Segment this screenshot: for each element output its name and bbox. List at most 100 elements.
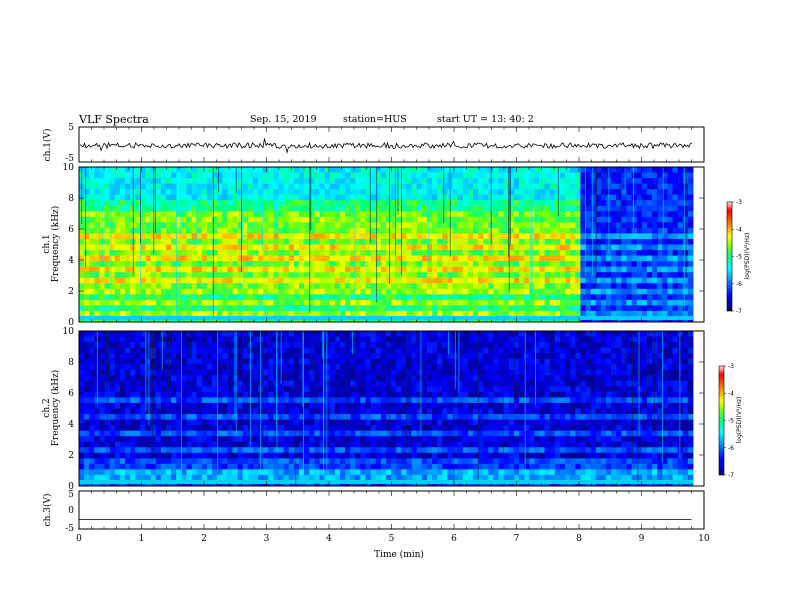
spectrogram-cell — [462, 299, 469, 306]
spectrogram-cell — [641, 178, 648, 185]
spectrogram-cell — [483, 272, 489, 279]
spectrogram-cell — [519, 172, 525, 179]
spectrogram-cell — [585, 183, 592, 190]
spectrogram-cell — [350, 183, 356, 190]
spectrogram-cell — [278, 277, 285, 284]
spectrogram-cell — [304, 194, 310, 201]
spectrogram-cell — [176, 447, 182, 454]
spectrogram-cell — [334, 375, 341, 382]
spectrogram-cell — [191, 336, 198, 343]
spectrogram-cell — [549, 250, 556, 256]
spectrogram-cell — [549, 211, 556, 218]
spectrogram-cell — [181, 441, 187, 448]
spectrogram-cell — [135, 305, 141, 312]
spectrogram-cell — [631, 211, 638, 218]
spectrogram-cell — [687, 211, 694, 218]
spectrogram-cell — [631, 194, 638, 201]
spectrogram-cell — [636, 272, 643, 279]
spectrogram-cell — [196, 353, 203, 360]
spectrogram-cell — [232, 183, 239, 190]
spectrogram-cell — [595, 255, 602, 262]
spectrogram-cell — [539, 172, 546, 179]
spectrogram-cell — [186, 436, 192, 443]
spectrogram-cell — [631, 238, 638, 245]
spectrogram-cell — [324, 397, 331, 404]
spectrogram-cell — [130, 347, 136, 354]
spectrogram-cell — [565, 244, 571, 251]
spectrogram-cell — [293, 200, 300, 207]
spectrogram-cell — [524, 277, 530, 284]
spectrogram-cell — [114, 441, 121, 448]
spectrogram-cell — [646, 189, 653, 196]
spectrogram-cell — [227, 474, 233, 481]
spectrogram-cell — [273, 244, 279, 251]
spectrogram-cell — [242, 272, 249, 279]
spectrogram-cell — [263, 189, 269, 196]
spectrogram-cell — [79, 469, 85, 476]
spectrogram-cell — [232, 441, 239, 448]
spectrogram-cell — [631, 266, 638, 273]
spectrogram-cell — [227, 277, 233, 284]
spectrogram-cell — [319, 347, 325, 354]
spectrogram-cell — [580, 261, 586, 268]
spectrogram-cell — [652, 283, 658, 290]
spectrogram-cell — [401, 233, 407, 240]
spectrogram-cell — [339, 430, 346, 437]
spectrogram-cell — [421, 205, 428, 212]
spectrogram-cell — [227, 347, 233, 354]
spectrogram-cell — [278, 222, 285, 229]
spectrogram-cell — [437, 227, 443, 234]
spectrogram-cell — [641, 172, 648, 179]
spectrogram-cell — [299, 261, 305, 268]
spectrogram-cell — [145, 211, 152, 218]
spectrogram-cell — [288, 189, 295, 196]
spectrogram-cell — [84, 375, 90, 382]
spectrogram-cell — [345, 380, 351, 387]
spectrogram-cell — [222, 227, 228, 234]
spectrogram-cell — [457, 288, 464, 295]
spectrogram-cell — [350, 167, 356, 173]
spectrogram-cell — [84, 474, 90, 481]
spectrogram-cell — [165, 408, 172, 415]
spectrogram-cell — [191, 178, 198, 185]
spectrogram-cell — [631, 216, 638, 223]
spectrogram-cell — [176, 238, 182, 245]
spectrogram-cell — [309, 227, 315, 234]
spectrogram-cell — [252, 430, 259, 437]
spectrogram-cell — [171, 336, 177, 343]
spectrogram-cell — [268, 380, 274, 387]
spectrogram-cell — [314, 408, 320, 415]
spectrogram-cell — [442, 266, 448, 273]
spectrogram-cell — [176, 386, 182, 393]
spectrogram-cell — [130, 331, 136, 337]
spectrogram-cell — [350, 402, 356, 409]
spectrogram-cell — [559, 189, 566, 196]
spectrogram-cell — [89, 283, 95, 290]
spectrogram-cell — [524, 211, 530, 218]
spectrogram-cell — [380, 216, 387, 223]
spectrogram-cell — [135, 250, 141, 256]
spectrogram-cell — [109, 183, 116, 190]
spectrogram-cell — [570, 211, 576, 218]
spectrogram-cell — [345, 402, 351, 409]
spectrogram-cell — [130, 391, 136, 398]
spectrogram-cell — [652, 233, 658, 240]
spectrogram-cell — [171, 402, 177, 409]
spectrogram-cell — [355, 299, 361, 306]
spectrogram-cell — [299, 310, 305, 317]
spectrogram-cell — [176, 244, 182, 251]
spectrogram-cell — [345, 194, 351, 201]
spectrogram-cell — [411, 238, 418, 245]
spectrogram-cell — [508, 233, 515, 240]
spectrogram-cell — [401, 172, 407, 179]
spectrogram-cell — [672, 277, 679, 284]
spectrogram-cell — [232, 305, 239, 312]
spectrogram-cell — [600, 167, 607, 173]
spectrogram-cell — [667, 244, 673, 251]
spectrogram-cell — [222, 266, 228, 273]
spectrogram-cell — [360, 402, 366, 409]
spectrogram-cell — [309, 358, 315, 365]
spectrogram-cell — [299, 255, 305, 262]
spectrogram-cell — [89, 353, 95, 360]
spectrogram-cell — [595, 172, 602, 179]
